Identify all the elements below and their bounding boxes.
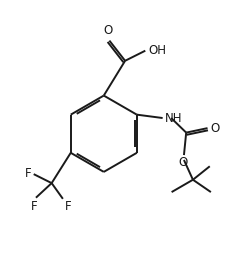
Text: O: O: [103, 24, 112, 37]
Text: F: F: [65, 200, 71, 213]
Text: F: F: [25, 167, 31, 180]
Text: F: F: [30, 200, 37, 213]
Text: NH: NH: [164, 112, 181, 124]
Text: O: O: [177, 156, 187, 169]
Text: O: O: [209, 122, 218, 135]
Text: OH: OH: [148, 44, 166, 57]
